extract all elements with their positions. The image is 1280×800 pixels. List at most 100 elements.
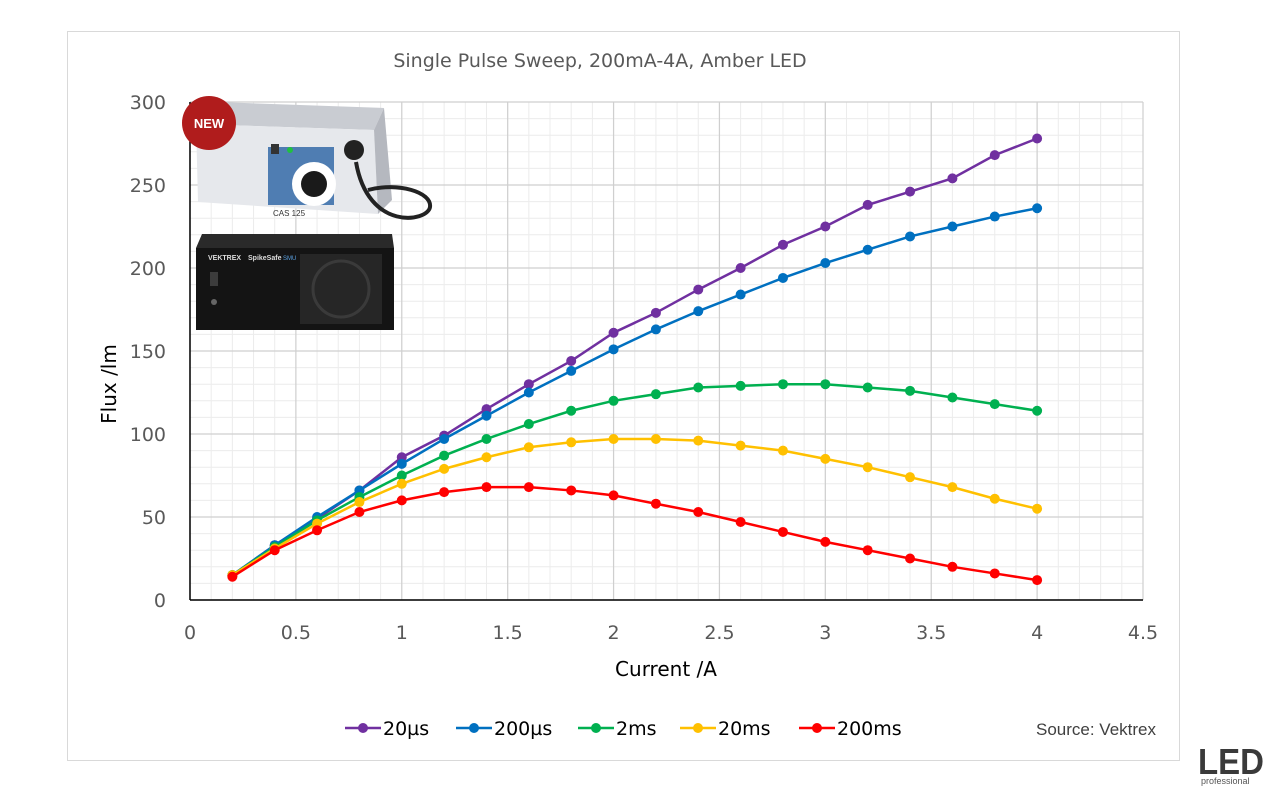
legend-item: 200ms	[799, 718, 902, 740]
data-point	[269, 545, 280, 556]
y-tick-label: 100	[130, 424, 166, 446]
series-4	[227, 433, 1043, 581]
data-point	[862, 244, 873, 255]
device-label: CAS 125	[273, 209, 306, 218]
device-switch	[271, 144, 279, 154]
data-point	[608, 395, 619, 406]
legend-label: 200µs	[494, 718, 552, 740]
x-tick-label: 1.5	[493, 622, 523, 644]
data-point	[396, 478, 407, 489]
y-tick-label: 0	[154, 590, 166, 612]
data-point	[862, 382, 873, 393]
data-point	[396, 470, 407, 481]
device-led	[287, 147, 293, 153]
device-fiber-cable	[354, 161, 432, 220]
legend-label: 200ms	[837, 718, 902, 740]
data-point	[905, 385, 916, 396]
data-point	[1032, 575, 1043, 586]
data-point	[989, 493, 1000, 504]
x-tick-label: 4.5	[1128, 622, 1158, 644]
data-point	[905, 472, 916, 483]
x-tick-label: 2	[608, 622, 620, 644]
axis-layer: 0 0.5 1 1.5 2 2.5 3 3.5 4 4.5 0 50 100 150 200 250 300	[130, 92, 1158, 644]
chart-title: Single Pulse Sweep, 200mA-4A, Amber LED	[393, 50, 806, 72]
product-inset: CAS 125 NEW VEKTREX SpikeSafe SMU	[182, 96, 432, 330]
data-point	[227, 571, 238, 582]
data-point	[989, 211, 1000, 222]
data-point	[947, 561, 958, 572]
data-point	[693, 435, 704, 446]
data-point	[989, 568, 1000, 579]
legend-swatch-marker	[812, 723, 822, 733]
y-tick-label: 50	[142, 507, 166, 529]
logo-main: LED	[1198, 742, 1264, 782]
data-point	[693, 306, 704, 317]
legend-item: 20ms	[680, 718, 771, 740]
data-point	[1032, 133, 1043, 144]
data-point	[523, 379, 534, 390]
data-point	[777, 239, 788, 250]
chart-svg: 0 0.5 1 1.5 2 2.5 3 3.5 4 4.5 0 50 100 150 200 250 300 C…	[97, 50, 1158, 740]
device-port	[301, 171, 327, 197]
data-point	[989, 399, 1000, 410]
y-axis-title: Flux /lm	[97, 344, 121, 424]
data-point	[566, 437, 577, 448]
data-point	[566, 365, 577, 376]
data-point	[354, 497, 365, 508]
cas-125-device-image: CAS 125	[196, 102, 432, 220]
data-point	[608, 490, 619, 501]
data-point	[439, 450, 450, 461]
data-point	[820, 258, 831, 269]
chart-frame: 0 0.5 1 1.5 2 2.5 3 3.5 4 4.5 0 50 100 150 200 250 300 C…	[67, 31, 1180, 761]
data-point	[396, 458, 407, 469]
logo-sub: professional	[1201, 776, 1250, 786]
x-tick-label: 0.5	[281, 622, 311, 644]
spikesafe-model-suffix: SMU	[283, 256, 296, 262]
led-professional-logo: LED professional	[1198, 742, 1264, 786]
data-point	[777, 272, 788, 283]
spikesafe-brand: VEKTREX	[208, 255, 241, 262]
data-point	[354, 507, 365, 518]
data-point	[481, 433, 492, 444]
data-point	[650, 307, 661, 318]
legend-swatch-marker	[591, 723, 601, 733]
new-badge: NEW	[182, 96, 236, 150]
x-tick-label: 3.5	[916, 622, 946, 644]
data-point	[481, 410, 492, 421]
device-top-face	[196, 102, 384, 130]
spikesafe-indicator	[211, 299, 217, 305]
legend: 20µs 200µs 2ms 20ms 200ms	[345, 718, 902, 740]
data-point	[396, 495, 407, 506]
data-point	[735, 289, 746, 300]
data-point	[312, 525, 323, 536]
spikesafe-device-image: VEKTREX SpikeSafe SMU	[196, 234, 394, 330]
y-tick-label: 150	[130, 341, 166, 363]
y-tick-label: 200	[130, 258, 166, 280]
data-point	[693, 382, 704, 393]
data-point	[439, 487, 450, 498]
data-point	[820, 221, 831, 232]
data-point	[820, 379, 831, 390]
data-point	[650, 389, 661, 400]
new-badge-circle	[182, 96, 236, 150]
x-tick-label: 0	[184, 622, 196, 644]
data-point	[947, 221, 958, 232]
legend-item: 2ms	[578, 718, 657, 740]
device-connector	[344, 140, 364, 160]
data-point	[905, 186, 916, 197]
data-point	[650, 433, 661, 444]
data-point	[650, 498, 661, 509]
data-point	[566, 405, 577, 416]
data-point	[820, 453, 831, 464]
data-point	[777, 379, 788, 390]
data-point	[481, 452, 492, 463]
data-point	[777, 445, 788, 456]
data-point	[481, 482, 492, 493]
series-line	[231, 437, 1038, 577]
data-point	[862, 199, 873, 210]
data-point	[777, 526, 788, 537]
x-tick-label: 3	[819, 622, 831, 644]
data-point	[735, 440, 746, 451]
x-tick-label: 1	[396, 622, 408, 644]
y-tick-label: 300	[130, 92, 166, 114]
